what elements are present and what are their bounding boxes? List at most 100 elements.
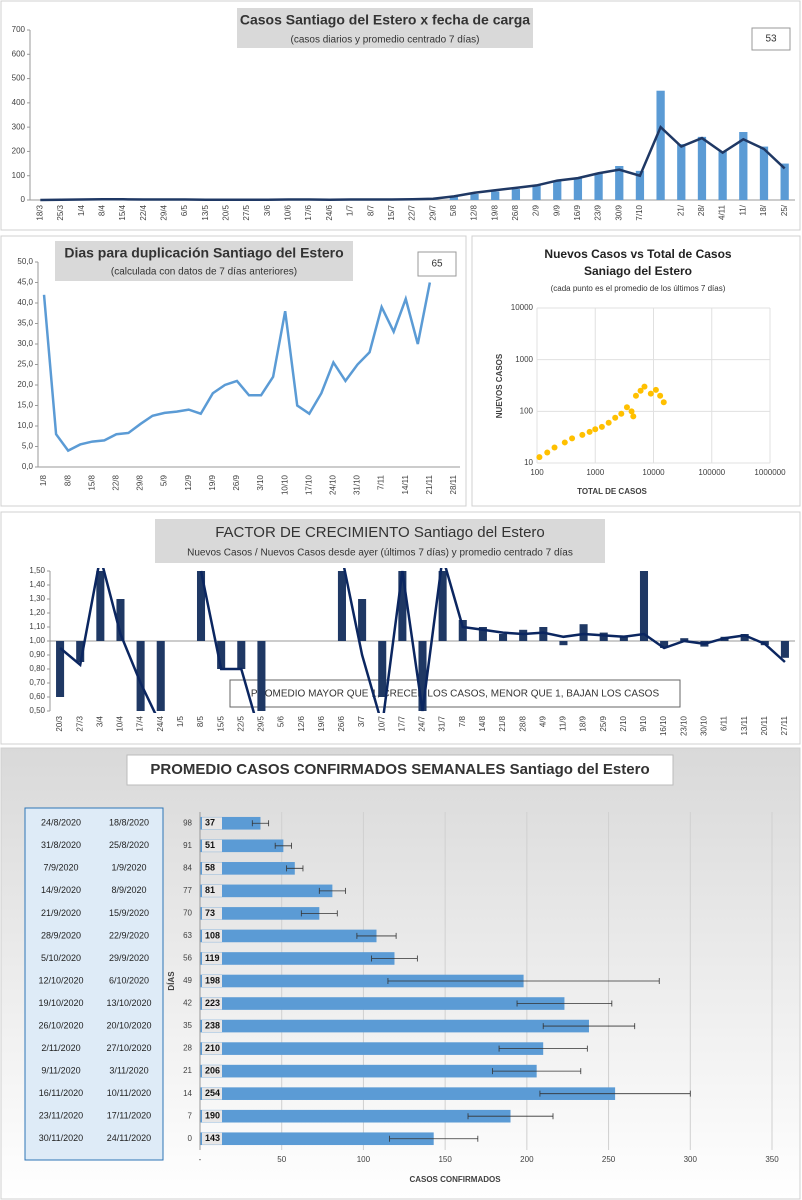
chart-subtitle: (cada punto es el promedio de los último… — [551, 284, 726, 293]
y-tick-label: 15,0 — [17, 401, 33, 410]
y-axis-label: NUEVOS CASOS — [495, 353, 504, 418]
date-cell: 28/9/2020 — [41, 930, 81, 940]
bar — [358, 599, 367, 641]
x-tick-label: 16/10 — [659, 715, 668, 736]
y-tick-label: 28 — [183, 1044, 192, 1053]
y-tick-label: 1,20 — [29, 608, 45, 617]
date-cell: 14/9/2020 — [41, 885, 81, 895]
x-tick-label: 150 — [438, 1155, 452, 1164]
x-tick-label: 8/8 — [63, 474, 72, 486]
x-tick-label: 7/10 — [635, 204, 644, 220]
y-tick-label: 0 — [188, 1134, 193, 1143]
bar — [739, 132, 748, 200]
x-tick-label: 26/9 — [232, 474, 241, 490]
bar — [200, 1109, 511, 1123]
x-tick-label: 15/7 — [387, 204, 396, 220]
date-cell: 21/9/2020 — [41, 908, 81, 918]
bar — [337, 571, 346, 641]
x-tick-label: 4/9 — [538, 715, 547, 727]
chart-title: Dias para duplicación Santiago del Ester… — [64, 245, 343, 261]
point — [660, 399, 667, 406]
x-tick-label: 19/6 — [317, 715, 326, 731]
y-tick-label: 0,60 — [29, 692, 45, 701]
bar — [499, 634, 508, 641]
bar — [619, 635, 628, 641]
bar — [635, 170, 645, 200]
date-cell: 29/9/2020 — [109, 953, 149, 963]
y-tick-label: 50,0 — [17, 257, 33, 266]
x-tick-label: 19/9 — [208, 474, 217, 490]
x-tick-label: 50 — [277, 1155, 286, 1164]
point — [598, 423, 605, 430]
x-tick-label: 27/3 — [75, 715, 84, 731]
x-tick-label: 8/5 — [196, 715, 205, 727]
y-tick-label: 63 — [183, 931, 192, 940]
x-tick-label: 18/3 — [35, 204, 44, 220]
value-label: 206 — [205, 1066, 220, 1076]
x-tick-label: 28/8 — [518, 715, 527, 731]
date-cell: 8/9/2020 — [111, 885, 146, 895]
error-bar — [539, 1090, 691, 1097]
bar — [780, 641, 789, 658]
bar — [470, 193, 479, 200]
point — [612, 414, 619, 421]
x-tick-label: 20/11 — [760, 715, 769, 735]
bar — [200, 1132, 434, 1146]
error-bar — [498, 1045, 588, 1052]
bar — [136, 641, 145, 711]
x-tick-label: 17/10 — [304, 474, 313, 495]
x-tick-label: 300 — [684, 1155, 698, 1164]
bar — [200, 1087, 616, 1100]
x-tick-label: 22/4 — [139, 204, 148, 220]
point — [623, 404, 630, 411]
bar — [200, 952, 395, 965]
x-tick-label: 28/11 — [449, 474, 458, 494]
x-tick-label: 12/8 — [470, 204, 479, 220]
error-bar — [516, 1000, 613, 1007]
point — [657, 392, 664, 399]
x-tick-label: 7/11 — [377, 474, 386, 490]
bar — [200, 1064, 537, 1078]
bar — [76, 641, 85, 662]
x-tick-label: 12/6 — [297, 715, 306, 731]
value-label: 190 — [205, 1111, 220, 1121]
x-tick-label: 3/4 — [95, 715, 104, 727]
date-cell: 17/11/2020 — [107, 1111, 151, 1121]
x-tick-label: 6/11 — [720, 715, 729, 731]
x-tick-label: 5/8 — [449, 204, 458, 216]
error-bar — [492, 1068, 582, 1075]
y-tick-label: 1,10 — [29, 622, 45, 631]
chart-subtitle: (calculada con datos de 7 días anteriore… — [111, 267, 297, 278]
date-cell: 23/11/2020 — [39, 1111, 83, 1121]
chart-subtitle: Nuevos Casos / Nuevos Casos desde ayer (… — [187, 548, 573, 559]
title-box — [55, 241, 353, 281]
x-tick-label: 1/7 — [346, 204, 355, 216]
label-box — [202, 1065, 222, 1078]
y-tick-label: 300 — [12, 122, 26, 131]
x-tick-label: 28/ — [697, 204, 706, 216]
x-tick-label: 200 — [520, 1155, 534, 1164]
x-tick-label: 26/8 — [511, 204, 520, 220]
y-tick-label: 10 — [524, 458, 533, 467]
x-tick-label: 25/3 — [56, 204, 65, 220]
x-tick-label: 22/7 — [408, 204, 417, 220]
y-tick-label: 1000 — [515, 355, 533, 364]
date-cell: 12/10/2020 — [38, 975, 83, 985]
x-tick-label: 29/7 — [428, 204, 437, 220]
y-tick-label: 45,0 — [17, 278, 33, 287]
x-tick-label: 20/3 — [55, 715, 64, 731]
x-tick-label: 10/7 — [377, 715, 386, 731]
y-tick-label: 25,0 — [17, 360, 33, 369]
x-tick-label: 24/4 — [156, 715, 165, 731]
bar — [438, 571, 447, 641]
y-tick-label: 600 — [12, 49, 26, 58]
x-tick-label: 29/5 — [257, 715, 266, 731]
y-tick-label: 42 — [183, 999, 192, 1008]
annotation: 65 — [431, 259, 443, 270]
x-tick-label: 8/4 — [97, 204, 106, 216]
chart-subtitle: (casos diarios y promedio centrado 7 día… — [291, 35, 480, 46]
date-cell: 5/10/2020 — [41, 953, 81, 963]
title-box — [237, 8, 533, 48]
y-tick-label: 21 — [183, 1066, 192, 1075]
value-label: 143 — [205, 1133, 220, 1143]
